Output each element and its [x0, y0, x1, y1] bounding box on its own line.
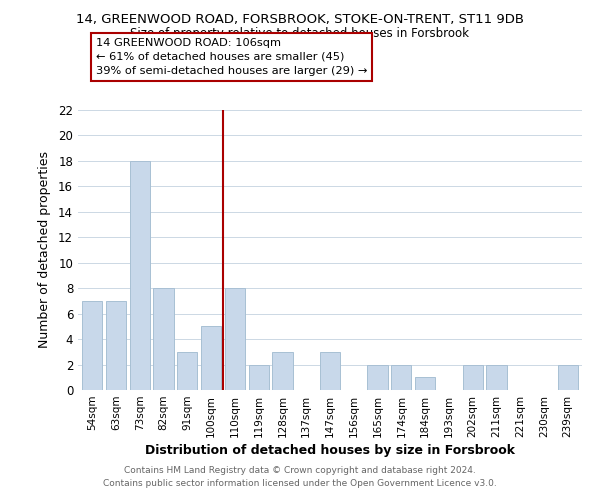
Bar	[177, 352, 197, 390]
Bar	[557, 364, 578, 390]
Y-axis label: Number of detached properties: Number of detached properties	[38, 152, 51, 348]
Text: Size of property relative to detached houses in Forsbrook: Size of property relative to detached ho…	[131, 28, 470, 40]
Bar	[415, 378, 435, 390]
Bar	[82, 301, 103, 390]
X-axis label: Distribution of detached houses by size in Forsbrook: Distribution of detached houses by size …	[145, 444, 515, 457]
Bar	[320, 352, 340, 390]
Bar	[225, 288, 245, 390]
Bar	[248, 364, 269, 390]
Bar	[130, 161, 150, 390]
Bar	[201, 326, 221, 390]
Bar	[391, 364, 412, 390]
Bar	[487, 364, 506, 390]
Bar	[367, 364, 388, 390]
Text: Contains HM Land Registry data © Crown copyright and database right 2024.
Contai: Contains HM Land Registry data © Crown c…	[103, 466, 497, 487]
Text: 14 GREENWOOD ROAD: 106sqm
← 61% of detached houses are smaller (45)
39% of semi-: 14 GREENWOOD ROAD: 106sqm ← 61% of detac…	[96, 38, 367, 76]
Bar	[463, 364, 483, 390]
Bar	[106, 301, 126, 390]
Bar	[272, 352, 293, 390]
Text: 14, GREENWOOD ROAD, FORSBROOK, STOKE-ON-TRENT, ST11 9DB: 14, GREENWOOD ROAD, FORSBROOK, STOKE-ON-…	[76, 12, 524, 26]
Bar	[154, 288, 173, 390]
